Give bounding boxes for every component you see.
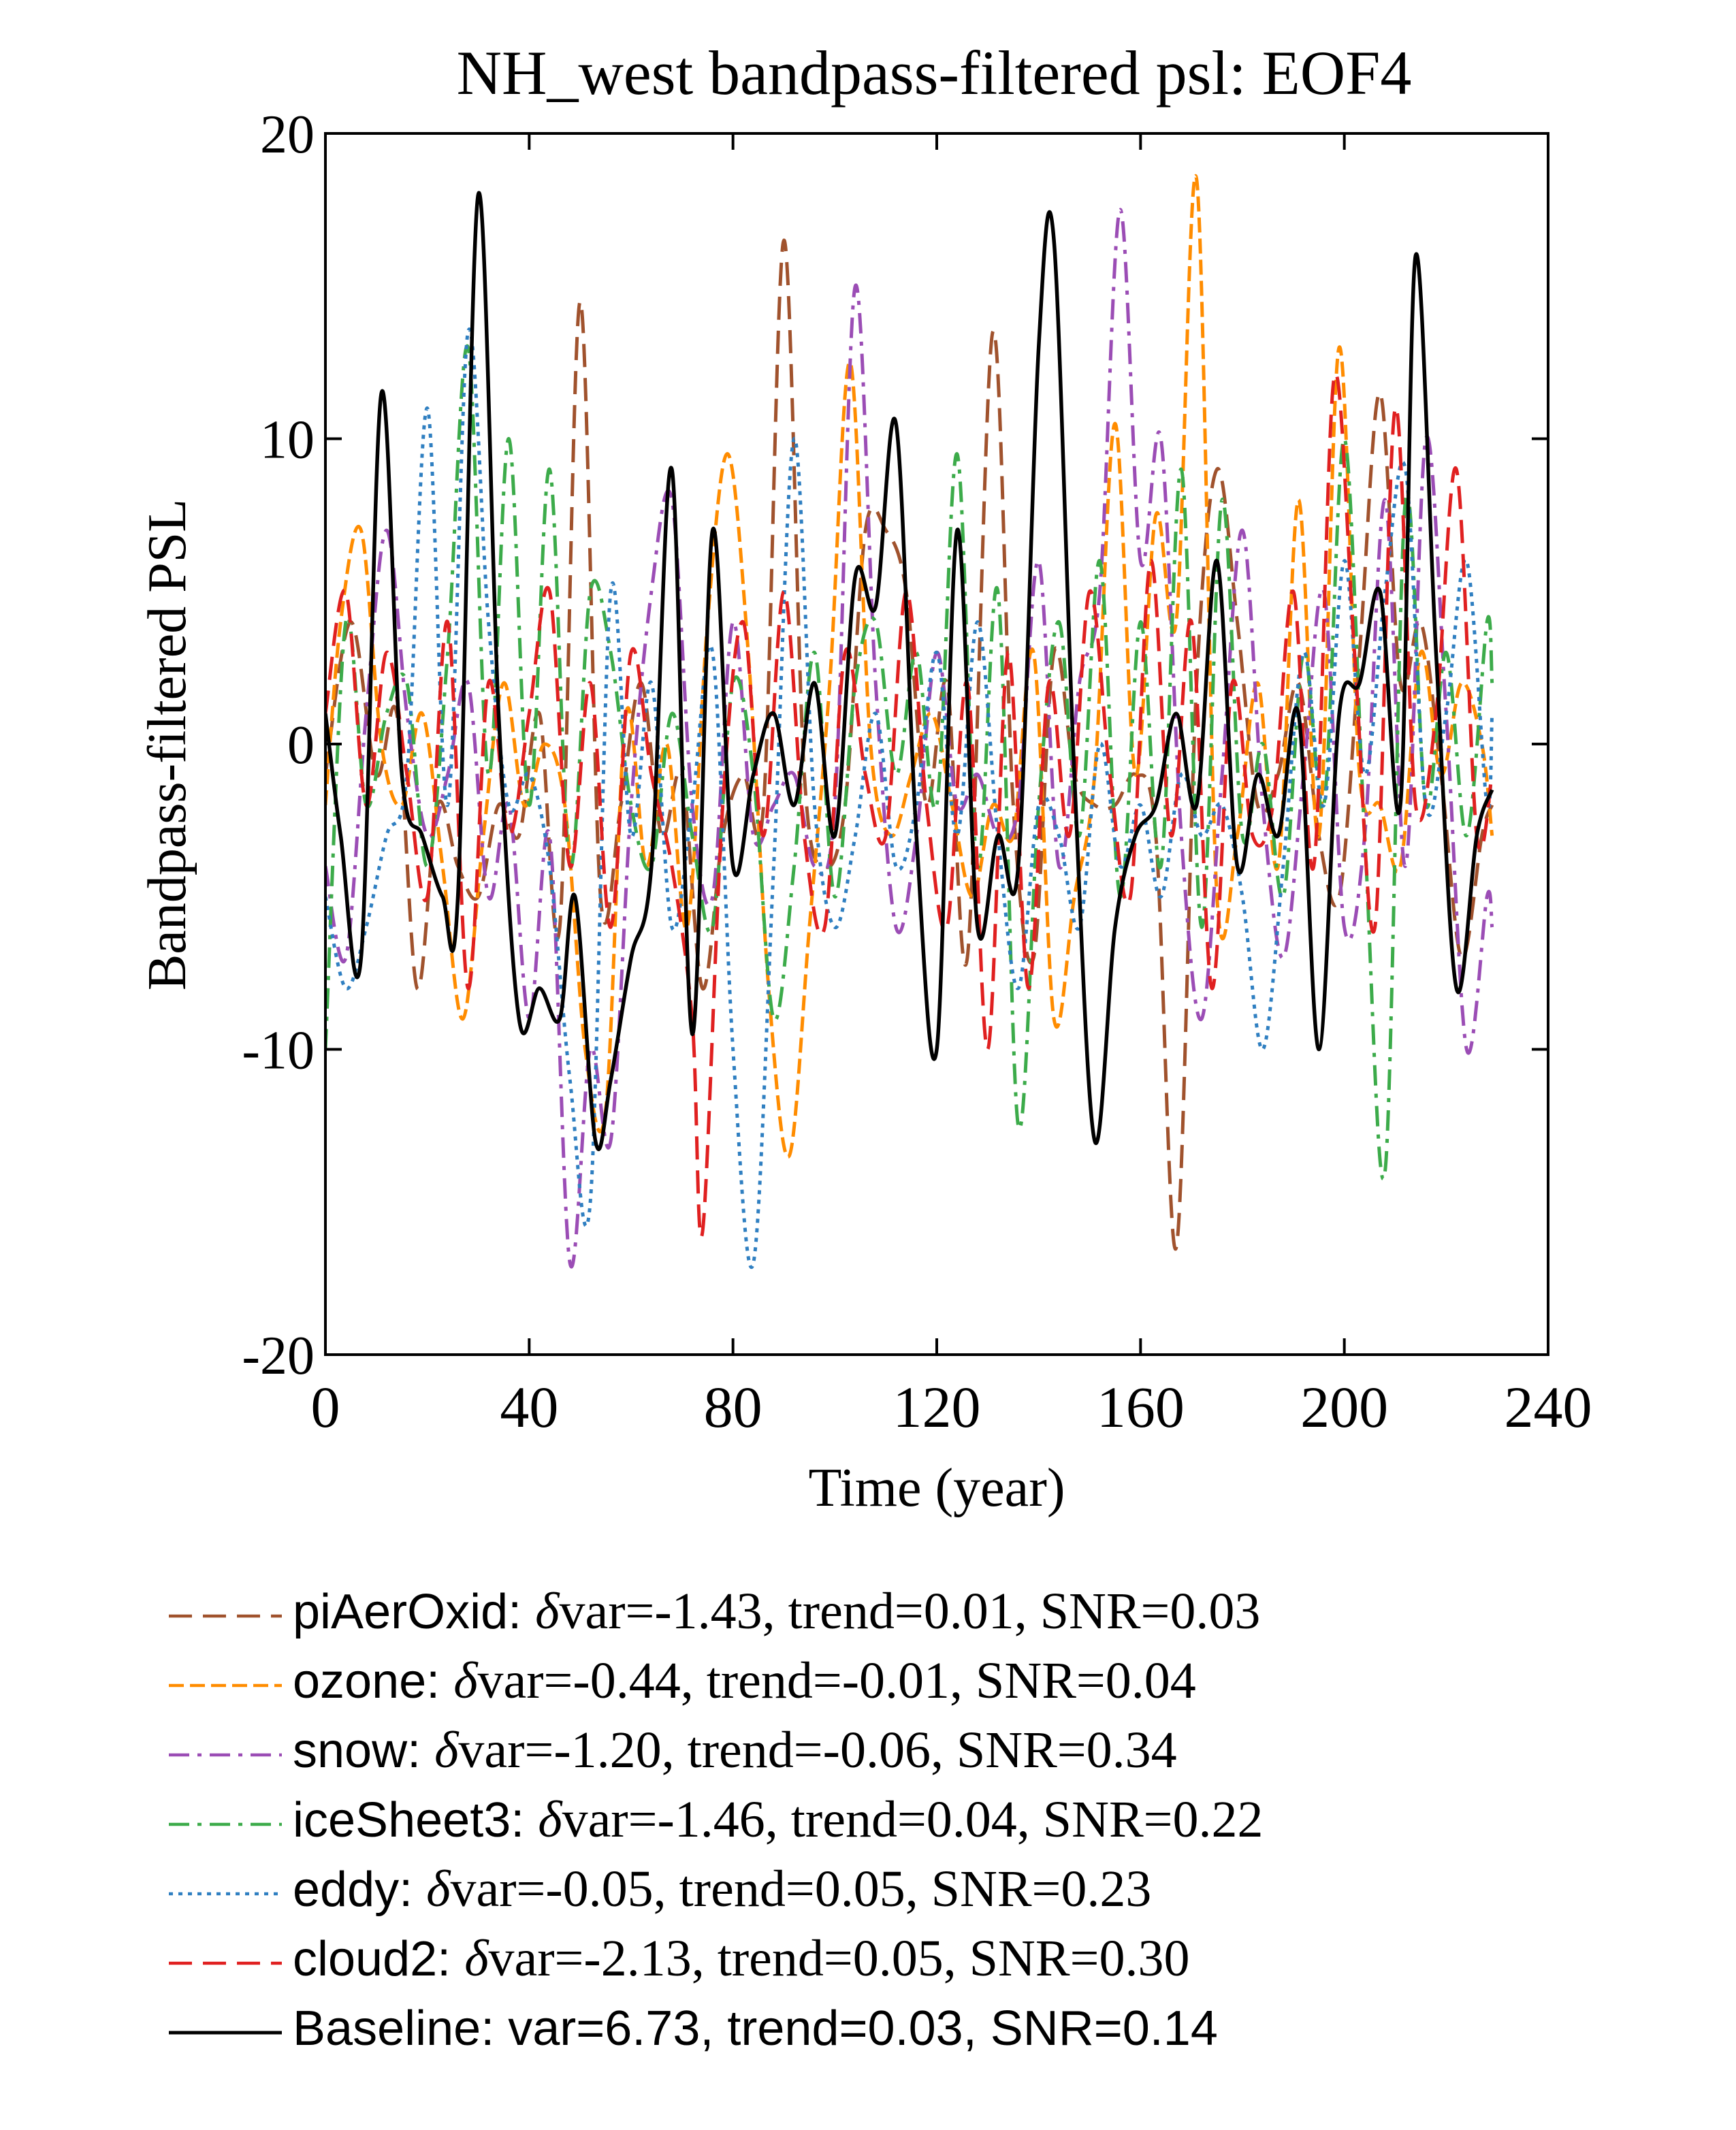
x-tick-label: 0 bbox=[311, 1374, 340, 1440]
chart-title: NH_west bandpass-filtered psl: EOF4 bbox=[457, 38, 1412, 108]
legend-entry-baseline: Baseline: var=6.73, trend=0.03, SNR=0.14 bbox=[169, 2001, 1218, 2056]
y-tick-label: -20 bbox=[242, 1326, 315, 1386]
legend-entry-piaeroxid: piAerOxid: δvar=-1.43, trend=0.01, SNR=0… bbox=[169, 1583, 1260, 1640]
y-tick-label: 10 bbox=[260, 410, 315, 470]
series-line-cloud2 bbox=[325, 372, 1494, 1239]
legend-label: snow: δvar=-1.20, trend=-0.06, SNR=0.34 bbox=[293, 1722, 1177, 1779]
series-line-icesheet3 bbox=[325, 344, 1494, 1181]
legend-entry-cloud2: cloud2: δvar=-2.13, trend=0.05, SNR=0.30 bbox=[169, 1930, 1189, 1987]
ticks-layer: 0 40 80 120 160 200 240 -20 -10 0 10 20 bbox=[242, 105, 1592, 1440]
legend-label: ozone: δvar=-0.44, trend=-0.01, SNR=0.04 bbox=[293, 1652, 1196, 1709]
legend-entry-ozone: ozone: δvar=-0.44, trend=-0.01, SNR=0.04 bbox=[169, 1652, 1196, 1709]
x-tick-label: 80 bbox=[704, 1374, 762, 1440]
series-layer bbox=[325, 174, 1494, 1270]
series-line-snow bbox=[325, 208, 1494, 1268]
legend-label: Baseline: var=6.73, trend=0.03, SNR=0.14 bbox=[293, 2001, 1218, 2056]
y-tick-label: 0 bbox=[287, 715, 315, 775]
x-tick-label: 200 bbox=[1300, 1374, 1388, 1440]
y-axis-label: Bandpass-filtered PSL bbox=[138, 499, 197, 990]
legend-entry-icesheet3: iceSheet3: δvar=-1.46, trend=0.04, SNR=0… bbox=[169, 1791, 1264, 1848]
x-axis-label: Time (year) bbox=[809, 1458, 1065, 1518]
legend-label: iceSheet3: δvar=-1.46, trend=0.04, SNR=0… bbox=[293, 1791, 1264, 1848]
x-tick-label: 120 bbox=[893, 1374, 981, 1440]
legend-label: piAerOxid: δvar=-1.43, trend=0.01, SNR=0… bbox=[293, 1583, 1260, 1640]
legend: piAerOxid: δvar=-1.43, trend=0.01, SNR=0… bbox=[169, 1583, 1264, 2056]
series-line-baseline bbox=[325, 191, 1494, 1151]
x-tick-label: 240 bbox=[1505, 1374, 1592, 1440]
x-tick-label: 40 bbox=[500, 1374, 558, 1440]
legend-label: cloud2: δvar=-2.13, trend=0.05, SNR=0.30 bbox=[293, 1930, 1189, 1987]
series-line-ozone bbox=[325, 174, 1494, 1159]
y-tick-label: -10 bbox=[242, 1021, 315, 1081]
legend-entry-eddy: eddy: δvar=-0.05, trend=0.05, SNR=0.23 bbox=[169, 1860, 1151, 1918]
y-tick-label: 20 bbox=[260, 105, 315, 165]
x-tick-label: 160 bbox=[1097, 1374, 1185, 1440]
legend-label: eddy: δvar=-0.05, trend=0.05, SNR=0.23 bbox=[293, 1860, 1151, 1918]
legend-entry-snow: snow: δvar=-1.20, trend=-0.06, SNR=0.34 bbox=[169, 1722, 1177, 1779]
